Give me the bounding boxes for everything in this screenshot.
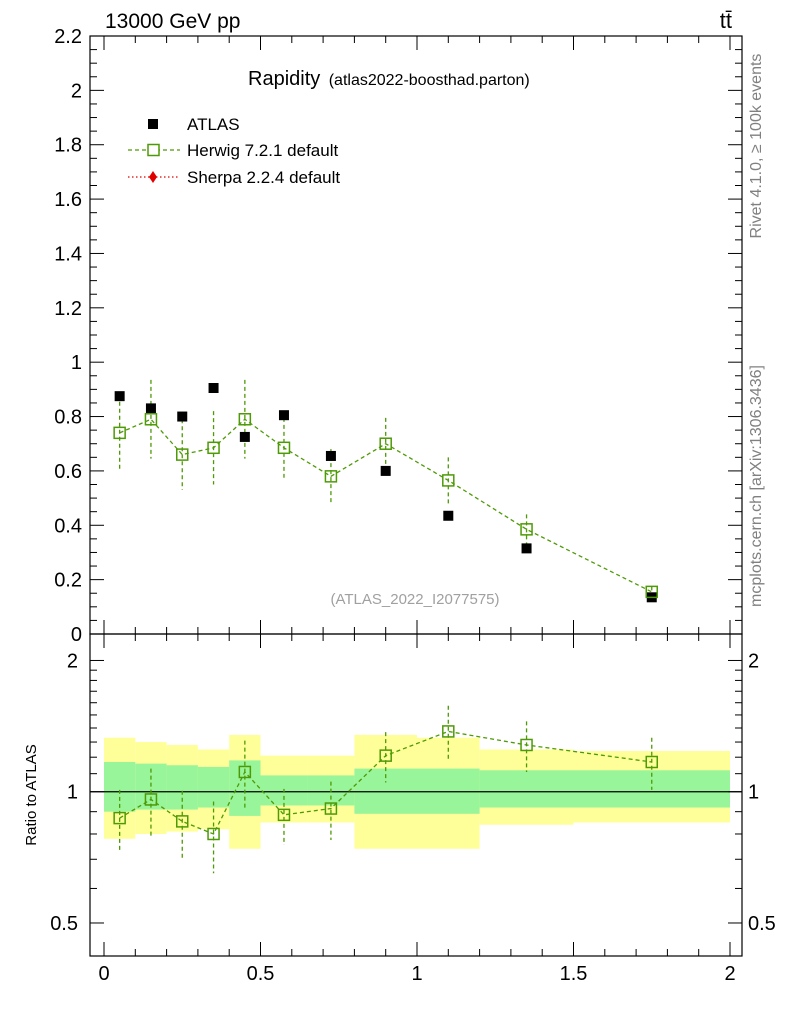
herwig-ratio-point [238, 765, 252, 779]
x-tick-label: 2 [724, 963, 735, 985]
main-y-tick-labels: 0 0.2 0.4 0.6 0.8 1 1.2 1.4 1.6 1.8 2 2.2 [54, 26, 82, 646]
herwig-point [238, 413, 252, 426]
herwig-ratio-point [277, 808, 291, 822]
ratio-axis-ticks [90, 634, 742, 956]
header-energy: 13000 GeV pp [105, 10, 240, 33]
legend-label: Sherpa 2.2.4 default [187, 168, 340, 187]
main-y-tick-label: 1.8 [54, 135, 82, 157]
main-y-tick-label: 0.8 [54, 407, 82, 429]
herwig-ratio-point [113, 811, 126, 825]
plot-title: Rapidity (atlas2022-boosthad.parton) [248, 68, 530, 90]
atlas-point [521, 543, 532, 554]
x-tick-label: 0.5 [247, 963, 275, 985]
x-tick-label: 0 [98, 963, 109, 985]
herwig-ratio-point [520, 738, 533, 752]
herwig-ratio-point [144, 793, 158, 806]
ratio-plot-frame [89, 633, 743, 957]
atlas-point [114, 391, 125, 402]
herwig-point [277, 441, 291, 455]
main-y-tick-label: 0.4 [54, 515, 82, 537]
plot-title-main: Rapidity [248, 68, 320, 90]
main-series [113, 379, 658, 603]
herwig-point [176, 448, 189, 461]
x-tick-labels: 0 0.5 1 1.5 2 [98, 963, 735, 985]
herwig-point [379, 437, 392, 450]
ratio-y-tick-label: 2 [67, 650, 78, 672]
legend: ATLAS Herwig 7.2.1 default Sherpa 2.2.4 de… [128, 115, 340, 187]
herwig-ratio-point [442, 725, 455, 738]
side-label-rivet: Rivet 4.1.0, ≥ 100k events [748, 54, 765, 239]
main-y-tick-label: 0 [71, 624, 82, 646]
main-axis-ticks [90, 35, 742, 635]
herwig-ratio-point [176, 815, 189, 828]
ratio-y-tick-label: 1 [67, 782, 78, 804]
ratio-band-inner [479, 770, 574, 808]
legend-marker-herwig [147, 143, 160, 157]
herwig-point [520, 523, 533, 536]
herwig-point [645, 585, 658, 599]
atlas-point [208, 383, 219, 394]
herwig-ratio-point [207, 827, 220, 841]
herwig-point [207, 441, 220, 455]
legend-label: Herwig 7.2.1 default [187, 141, 338, 160]
x-tick-label: 1.5 [560, 963, 588, 985]
herwig-point [324, 470, 338, 483]
ratio-y-tick-label: 0.5 [50, 913, 78, 935]
herwig-ratio-point [379, 749, 392, 762]
atlas-point [443, 510, 454, 521]
header-process: tt̄ [720, 8, 732, 33]
herwig-line [119, 418, 653, 593]
atlas-point [325, 450, 336, 461]
legend-marker-sherpa [149, 171, 157, 183]
ratio-y-tick-labels: 0.5 0.5 1 1 2 2 [50, 650, 776, 935]
main-y-tick-label: 1.4 [54, 243, 82, 265]
atlas-point [278, 410, 289, 421]
main-y-tick-label: 2 [71, 80, 82, 102]
ratio-y-tick-label-right: 0.5 [748, 913, 776, 935]
atlas-point [145, 403, 156, 414]
herwig-point [113, 426, 126, 440]
herwig-point [144, 413, 158, 426]
main-y-tick-label: 1 [71, 352, 82, 374]
herwig-ratio-point [324, 802, 338, 815]
atlas-point [239, 431, 250, 442]
legend-label: ATLAS [187, 115, 240, 134]
main-y-tick-label: 0.6 [54, 461, 82, 483]
analysis-watermark: (ATLAS_2022_I2077575) [330, 591, 499, 608]
ratio-series [113, 705, 658, 874]
plot-title-sub: (atlas2022-boosthad.parton) [329, 72, 530, 89]
side-label-mcplots: mcplots.cern.ch [arXiv:1306.3436] [748, 365, 765, 607]
ratio-band-inner [104, 761, 136, 812]
ratio-band-inner [197, 766, 230, 808]
x-tick-label: 1 [411, 963, 422, 985]
main-y-tick-label: 0.2 [54, 570, 82, 592]
ratio-bands [90, 734, 742, 849]
atlas-point [177, 411, 188, 422]
ratio-band-inner [166, 765, 198, 810]
ratio-y-tick-label-right: 1 [748, 782, 759, 804]
main-y-tick-label: 2.2 [54, 26, 82, 48]
ratio-y-axis-label: Ratio to ATLAS [23, 744, 40, 845]
ratio-y-tick-label-right: 2 [748, 650, 759, 672]
main-y-tick-label: 1.2 [54, 298, 82, 320]
atlas-point [380, 465, 391, 476]
herwig-ratio-point [645, 755, 658, 769]
legend-marker-atlas [148, 119, 158, 129]
herwig-point [442, 474, 455, 487]
main-y-tick-label: 1.6 [54, 189, 82, 211]
